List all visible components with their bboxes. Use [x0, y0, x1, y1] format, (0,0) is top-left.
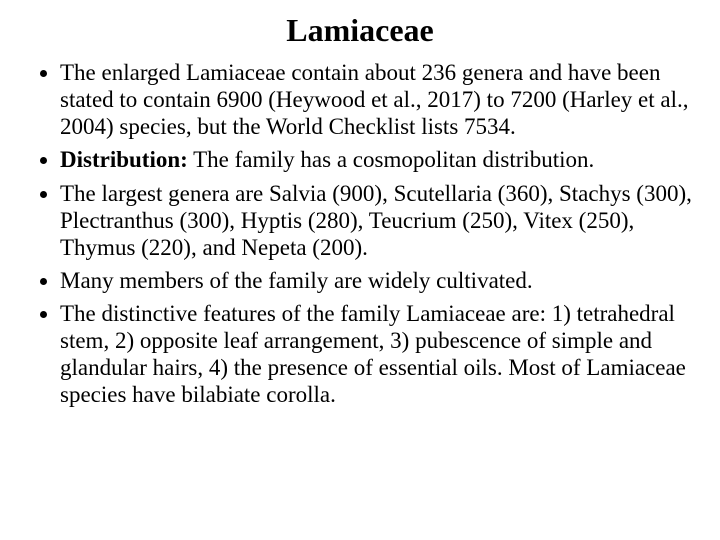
list-item: The largest genera are Salvia (900), Scu… [60, 180, 692, 261]
list-item: The enlarged Lamiaceae contain about 236… [60, 59, 692, 140]
list-item: Many members of the family are widely cu… [60, 267, 692, 294]
bullet-label: Distribution: [60, 147, 188, 172]
bullet-text: Many members of the family are widely cu… [60, 268, 533, 293]
bullet-text: The enlarged Lamiaceae contain about 236… [60, 60, 689, 139]
bullet-text: The distinctive features of the family L… [60, 301, 686, 407]
slide: Lamiaceae The enlarged Lamiaceae contain… [0, 0, 720, 540]
bullet-text: The family has a cosmopolitan distributi… [188, 147, 595, 172]
bullet-text: The largest genera are Salvia (900), Scu… [60, 181, 692, 260]
list-item: Distribution: The family has a cosmopoli… [60, 146, 692, 173]
slide-title: Lamiaceae [28, 12, 692, 49]
bullet-list: The enlarged Lamiaceae contain about 236… [28, 59, 692, 409]
list-item: The distinctive features of the family L… [60, 300, 692, 409]
